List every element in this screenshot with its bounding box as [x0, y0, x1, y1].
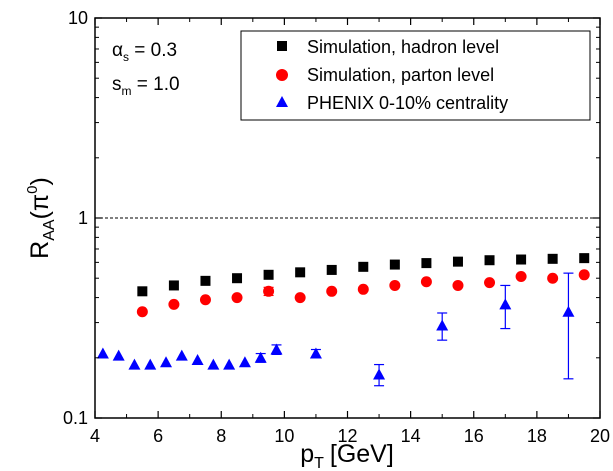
legend-label-parton: Simulation, parton level [307, 65, 494, 85]
data-point-circle [136, 306, 148, 318]
legend-marker-parton [276, 69, 288, 81]
x-tick-label: 8 [216, 426, 226, 446]
x-tick-label: 16 [464, 426, 484, 446]
data-point-circle [294, 292, 306, 304]
legend: Simulation, hadron level Simulation, par… [240, 30, 591, 121]
x-tick-label: 4 [90, 426, 100, 446]
data-point-circle [263, 285, 275, 297]
series-1 [137, 253, 590, 297]
data-point-triangle [223, 358, 236, 370]
data-point-triangle [144, 358, 157, 370]
data-point-square [358, 261, 369, 272]
data-point-triangle [309, 347, 322, 359]
data-point-square [484, 255, 495, 266]
x-axis-title: pT [GeV] [300, 440, 394, 471]
data-point-square [326, 264, 337, 275]
x-tick-label: 12 [337, 426, 357, 446]
data-point-square [200, 275, 211, 286]
data-point-triangle [160, 356, 173, 368]
series-3 [96, 272, 575, 387]
data-point-circle [515, 270, 527, 282]
series-2 [136, 269, 590, 318]
data-point-triangle [373, 368, 386, 380]
param-sm: sm = 1.0 [112, 74, 180, 98]
data-point-triangle [128, 358, 141, 370]
data-point-circle [420, 276, 432, 288]
data-point-circle [389, 279, 401, 291]
data-point-square [389, 259, 400, 270]
data-point-triangle [175, 349, 188, 361]
legend-label-hadron: Simulation, hadron level [307, 37, 499, 57]
data-point-square [547, 253, 558, 264]
data-point-square [579, 253, 590, 264]
y-tick-label: 0.1 [63, 408, 88, 428]
data-point-triangle [238, 356, 251, 368]
legend-box [240, 30, 591, 121]
x-tick-label: 20 [590, 426, 610, 446]
data-point-circle [231, 292, 243, 304]
data-point-circle [484, 277, 496, 289]
x-tick-label: 10 [274, 426, 294, 446]
data-point-square [452, 256, 463, 267]
data-point-triangle [436, 319, 449, 331]
param-annotations: αs = 0.3 sm = 1.0 [112, 40, 180, 98]
data-point-square [137, 286, 148, 297]
data-point-square [232, 273, 243, 284]
legend-marker-phenix [276, 96, 288, 107]
data-point-triangle [191, 353, 204, 365]
data-point-triangle [207, 358, 220, 370]
data-point-circle [452, 279, 464, 291]
x-tick-label: 14 [401, 426, 421, 446]
data-point-circle [357, 283, 369, 295]
data-point-square [516, 254, 527, 265]
legend-label-phenix: PHENIX 0-10% centrality [307, 93, 508, 113]
data-point-square [421, 258, 432, 269]
data-point-square [263, 269, 274, 280]
data-point-circle [578, 269, 590, 281]
param-alpha: αs = 0.3 [112, 40, 177, 64]
data-point-triangle [499, 298, 512, 310]
data-point-square [168, 280, 179, 291]
data-point-triangle [96, 347, 109, 359]
data-point-triangle [270, 343, 283, 355]
data-point-circle [168, 298, 180, 310]
legend-marker-hadron [277, 41, 287, 51]
y-tick-label: 10 [68, 8, 88, 28]
data-point-circle [547, 272, 559, 284]
x-tick-label: 6 [153, 426, 163, 446]
data-point-circle [326, 285, 338, 297]
y-tick-label: 1 [78, 208, 88, 228]
data-point-triangle [254, 351, 267, 363]
data-point-triangle [562, 305, 575, 317]
data-point-square [295, 267, 306, 278]
data-point-triangle [112, 349, 125, 361]
data-point-circle [199, 294, 211, 306]
y-axis-title: RAA(π0) [24, 177, 58, 259]
x-tick-label: 18 [527, 426, 547, 446]
